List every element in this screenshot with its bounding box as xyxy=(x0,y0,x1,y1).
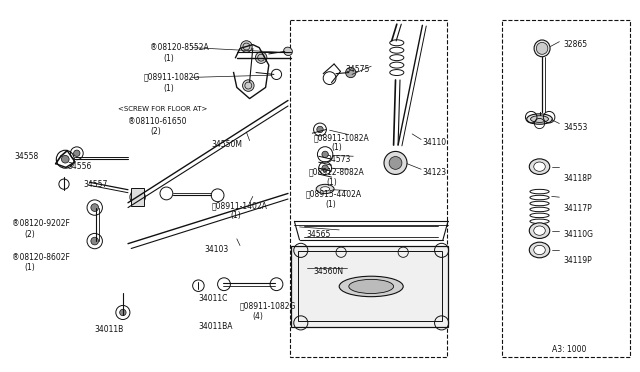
Text: 34119P: 34119P xyxy=(563,256,592,265)
Bar xyxy=(290,20,447,357)
Circle shape xyxy=(389,157,402,169)
Text: 34557: 34557 xyxy=(83,180,108,189)
Text: (1): (1) xyxy=(163,54,174,63)
Text: ⓝ08912-8082A: ⓝ08912-8082A xyxy=(308,167,364,176)
Bar xyxy=(131,188,144,206)
Circle shape xyxy=(317,126,323,133)
Text: ⓝ08911-1402A: ⓝ08911-1402A xyxy=(211,201,267,210)
Text: ⓝ08911-1082A: ⓝ08911-1082A xyxy=(314,133,369,142)
Ellipse shape xyxy=(316,185,334,194)
Text: 32865: 32865 xyxy=(563,40,588,49)
Ellipse shape xyxy=(534,246,545,255)
Text: (1): (1) xyxy=(326,178,337,187)
Ellipse shape xyxy=(529,159,550,174)
Text: 34550M: 34550M xyxy=(211,140,242,148)
Circle shape xyxy=(384,151,407,174)
Ellipse shape xyxy=(534,226,545,235)
Circle shape xyxy=(255,52,267,63)
Text: 34575: 34575 xyxy=(346,65,370,74)
Ellipse shape xyxy=(339,276,403,297)
Bar xyxy=(291,246,448,327)
Text: 34011C: 34011C xyxy=(198,294,228,303)
Circle shape xyxy=(322,165,328,171)
Ellipse shape xyxy=(529,242,550,258)
Text: (1): (1) xyxy=(325,200,336,209)
Text: <SCREW FOR FLOOR AT>: <SCREW FOR FLOOR AT> xyxy=(118,106,208,112)
Text: 34011BA: 34011BA xyxy=(198,322,233,331)
Text: ®08110-61650: ®08110-61650 xyxy=(128,117,186,126)
Text: 34560N: 34560N xyxy=(314,267,344,276)
Circle shape xyxy=(120,309,126,316)
Circle shape xyxy=(322,151,328,158)
Ellipse shape xyxy=(349,279,394,294)
Text: 34573: 34573 xyxy=(326,155,351,164)
Text: 34558: 34558 xyxy=(14,152,38,161)
Ellipse shape xyxy=(534,40,550,57)
Text: ®08120-8602F: ®08120-8602F xyxy=(12,253,69,262)
Circle shape xyxy=(91,204,99,211)
Text: 34110G: 34110G xyxy=(563,230,593,239)
Text: (1): (1) xyxy=(332,143,342,152)
Text: ⓝ08911-1082G: ⓝ08911-1082G xyxy=(240,301,296,310)
Ellipse shape xyxy=(531,116,548,122)
Circle shape xyxy=(134,193,141,201)
Text: (1): (1) xyxy=(163,84,174,93)
Text: A3: 1000: A3: 1000 xyxy=(552,345,586,354)
Text: 34103: 34103 xyxy=(205,245,229,254)
Circle shape xyxy=(91,237,99,245)
Ellipse shape xyxy=(284,47,292,55)
Text: (1): (1) xyxy=(24,263,35,272)
Circle shape xyxy=(74,150,80,157)
Circle shape xyxy=(61,155,69,163)
Text: (2): (2) xyxy=(150,127,161,136)
Ellipse shape xyxy=(536,42,548,54)
Text: 34556: 34556 xyxy=(67,162,92,171)
Text: (4): (4) xyxy=(253,312,264,321)
Text: ⓜ08915-4402A: ⓜ08915-4402A xyxy=(306,190,362,199)
Text: (1): (1) xyxy=(230,211,241,220)
Circle shape xyxy=(243,80,254,91)
Circle shape xyxy=(241,41,252,52)
Circle shape xyxy=(346,67,356,78)
Text: (2): (2) xyxy=(24,230,35,239)
Text: 34117P: 34117P xyxy=(563,204,592,213)
Text: 34553: 34553 xyxy=(563,123,588,132)
Ellipse shape xyxy=(527,114,552,124)
Text: ®08120-9202F: ®08120-9202F xyxy=(12,219,69,228)
Bar xyxy=(502,20,630,357)
Text: 34110: 34110 xyxy=(422,138,447,147)
Text: ⓝ08911-1082G: ⓝ08911-1082G xyxy=(144,73,200,81)
Text: 34565: 34565 xyxy=(306,230,330,239)
Text: 34123: 34123 xyxy=(422,168,447,177)
Text: ®08120-8552A: ®08120-8552A xyxy=(150,43,209,52)
Bar xyxy=(298,251,442,321)
Ellipse shape xyxy=(529,223,550,238)
Ellipse shape xyxy=(321,187,330,191)
Ellipse shape xyxy=(534,162,545,171)
Text: 34011B: 34011B xyxy=(95,326,124,334)
Text: 34118P: 34118P xyxy=(563,174,592,183)
